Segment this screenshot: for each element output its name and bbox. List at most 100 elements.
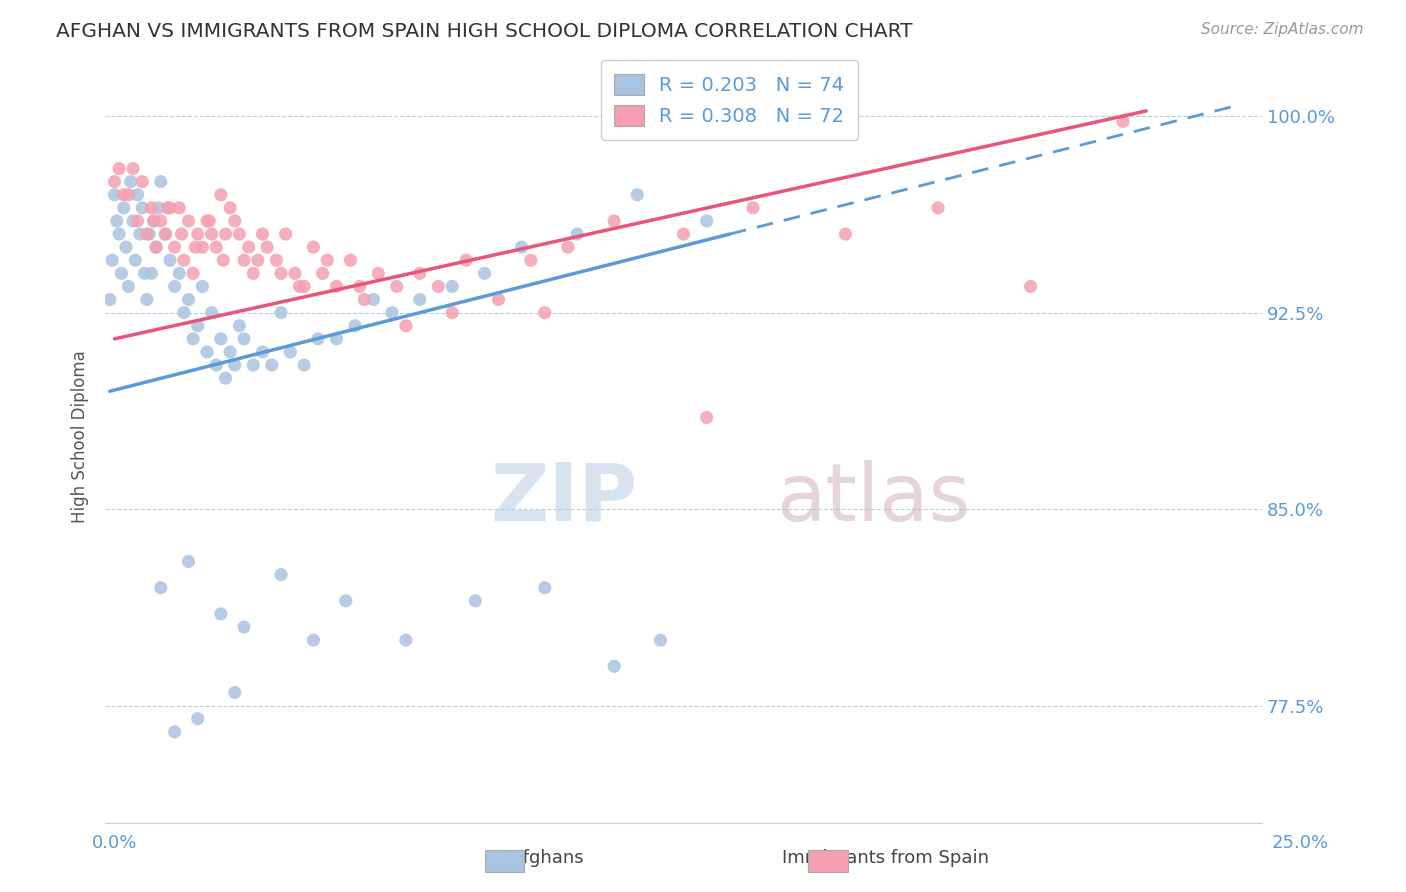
Point	[520, 253, 543, 268]
Point	[834, 227, 856, 241]
Text: Immigrants from Spain: Immigrants from Spain	[782, 849, 990, 867]
Point	[129, 227, 152, 241]
Point	[1112, 114, 1135, 128]
Point	[488, 293, 510, 307]
Point	[141, 266, 163, 280]
Point	[163, 240, 186, 254]
Point	[191, 240, 214, 254]
Point	[224, 214, 246, 228]
Point	[212, 253, 235, 268]
Point	[696, 214, 718, 228]
Point	[145, 240, 167, 254]
Point	[349, 279, 371, 293]
Point	[209, 607, 232, 621]
Point	[120, 175, 142, 189]
Text: AFGHAN VS IMMIGRANTS FROM SPAIN HIGH SCHOOL DIPLOMA CORRELATION CHART: AFGHAN VS IMMIGRANTS FROM SPAIN HIGH SCH…	[56, 22, 912, 41]
Point	[228, 318, 250, 333]
Point	[155, 227, 177, 241]
Point	[353, 293, 375, 307]
Point	[302, 240, 325, 254]
Point	[252, 345, 274, 359]
Point	[260, 358, 283, 372]
Point	[292, 358, 315, 372]
Point	[626, 187, 648, 202]
Point	[112, 187, 135, 202]
Point	[135, 227, 157, 241]
Point	[214, 371, 236, 385]
Point	[696, 410, 718, 425]
Point	[316, 253, 339, 268]
Point	[650, 633, 672, 648]
Point	[198, 214, 221, 228]
Point	[325, 332, 347, 346]
Point	[149, 214, 172, 228]
Point	[219, 201, 242, 215]
Point	[145, 240, 167, 254]
Point	[205, 240, 228, 254]
Point	[201, 227, 224, 241]
Point	[170, 227, 193, 241]
Point	[256, 240, 278, 254]
Point	[427, 279, 450, 293]
Point	[167, 201, 190, 215]
Point	[181, 266, 204, 280]
Point	[122, 214, 145, 228]
Point	[228, 227, 250, 241]
Point	[533, 306, 555, 320]
Point	[142, 214, 165, 228]
Point	[325, 279, 347, 293]
Point	[292, 279, 315, 293]
Point	[565, 227, 588, 241]
Point	[134, 266, 156, 280]
Point	[242, 266, 264, 280]
Point	[385, 279, 408, 293]
Point	[307, 332, 329, 346]
Text: Source: ZipAtlas.com: Source: ZipAtlas.com	[1201, 22, 1364, 37]
Point	[278, 345, 301, 359]
Point	[108, 227, 131, 241]
Point	[224, 358, 246, 372]
Point	[441, 279, 464, 293]
Point	[122, 161, 145, 176]
Point	[533, 581, 555, 595]
Point	[441, 306, 464, 320]
Point	[927, 201, 949, 215]
Point	[603, 659, 626, 673]
Point	[110, 266, 132, 280]
Point	[238, 240, 260, 254]
Point	[163, 279, 186, 293]
Point	[209, 187, 232, 202]
Point	[603, 214, 626, 228]
Point	[181, 332, 204, 346]
Legend: R = 0.203   N = 74, R = 0.308   N = 72: R = 0.203 N = 74, R = 0.308 N = 72	[600, 61, 858, 140]
Point	[381, 306, 404, 320]
Point	[510, 240, 533, 254]
Point	[187, 227, 209, 241]
Text: ZIP: ZIP	[491, 460, 637, 538]
Point	[115, 240, 138, 254]
Point	[98, 293, 121, 307]
Text: Afghans: Afghans	[512, 849, 585, 867]
Point	[149, 581, 172, 595]
Point	[409, 293, 432, 307]
Point	[363, 293, 385, 307]
Point	[219, 345, 242, 359]
Point	[127, 214, 149, 228]
Point	[117, 279, 139, 293]
Point	[367, 266, 389, 280]
Point	[456, 253, 478, 268]
Point	[101, 253, 124, 268]
Point	[159, 201, 181, 215]
Point	[242, 358, 264, 372]
Point	[159, 253, 181, 268]
Point	[127, 187, 149, 202]
Point	[187, 712, 209, 726]
Point	[184, 240, 207, 254]
Point	[155, 227, 177, 241]
Point	[233, 253, 256, 268]
Text: 0.0%: 0.0%	[91, 834, 136, 852]
Point	[474, 266, 496, 280]
Point	[142, 214, 165, 228]
Point	[1019, 279, 1042, 293]
Point	[742, 201, 765, 215]
